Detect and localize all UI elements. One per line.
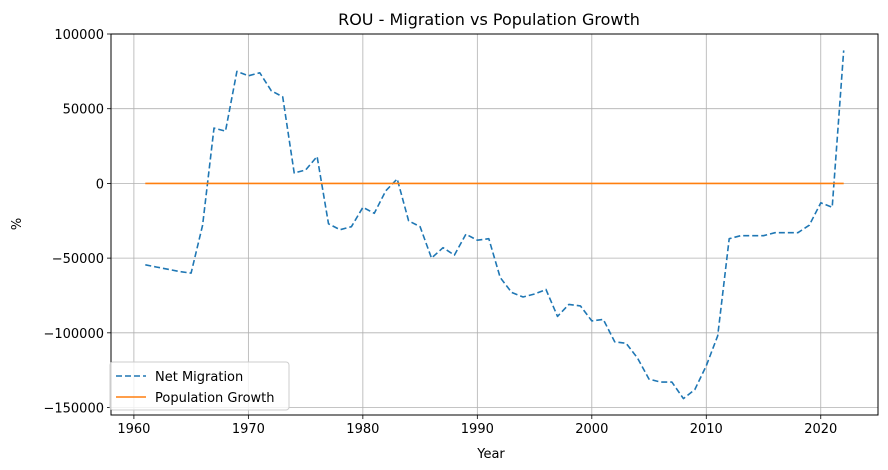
legend-label-population-growth: Population Growth [155, 391, 275, 406]
x-tick-label: 2010 [690, 422, 723, 437]
y-tick-label: 100000 [54, 28, 104, 43]
legend: Net Migration Population Growth [109, 361, 290, 411]
x-axis-label: Year [476, 447, 505, 462]
x-tick-label: 1960 [117, 422, 150, 437]
x-axis: 1960 1970 1980 1990 2000 2010 2020 [117, 415, 837, 437]
series-lines [145, 50, 845, 400]
y-axis-label: % [10, 218, 25, 230]
x-tick-label: 2000 [575, 422, 608, 437]
x-tick-label: 1990 [461, 422, 494, 437]
x-tick-label: 1970 [232, 422, 265, 437]
y-axis: 100000 50000 0 −50000 −100000 −150000 [43, 28, 111, 417]
x-tick-label: 2020 [804, 422, 837, 437]
legend-box [109, 361, 290, 411]
plot-frame [110, 33, 879, 416]
y-tick-label: −100000 [43, 327, 104, 342]
legend-label-net-migration: Net Migration [155, 370, 243, 385]
x-tick-label: 1980 [346, 422, 379, 437]
y-tick-label: 50000 [63, 103, 104, 118]
series-line-net-migration [145, 50, 845, 400]
y-tick-label: −150000 [43, 402, 104, 417]
y-tick-label: 0 [96, 177, 104, 192]
chart-title: ROU - Migration vs Population Growth [338, 10, 640, 29]
y-tick-label: −50000 [52, 252, 104, 267]
